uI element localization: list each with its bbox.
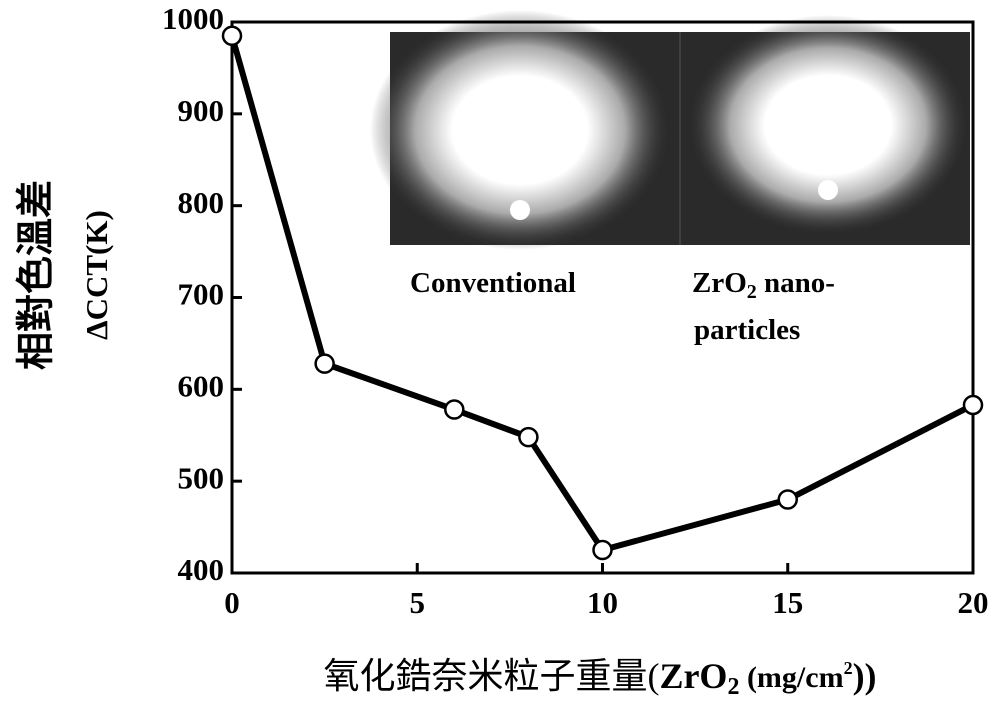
inset-label-part: ZrO — [692, 267, 747, 299]
inset-label-part: 2 — [747, 281, 757, 303]
inset-label-part: Conventional — [410, 267, 576, 299]
y-tick-label: 900 — [178, 93, 225, 128]
inset-label: particles — [694, 314, 800, 346]
data-point — [223, 27, 241, 45]
y-tick-label: 700 — [178, 277, 225, 312]
data-point — [594, 541, 612, 559]
x-label-part: 氧化鋯奈米粒子重量( — [323, 656, 659, 696]
data-point — [445, 401, 463, 419]
data-point — [519, 428, 537, 446]
data-point — [316, 355, 334, 373]
inset-label-part: particles — [694, 314, 800, 346]
x-label-part: 2 — [727, 674, 739, 700]
y-axis-label-cn: 相對色溫差 — [16, 180, 58, 370]
inset-photo — [370, 10, 970, 250]
inset-label: ZrO2 nano- — [692, 267, 835, 303]
y-tick-label: 600 — [178, 368, 225, 403]
y-tick-label: 500 — [178, 460, 225, 495]
inset-label: Conventional — [410, 267, 576, 299]
chart: 相對色溫差 ΔCCT(K) 氧化鋯奈米粒子重量(ZrO2 (mg/cm2)) C… — [0, 0, 995, 708]
x-label-part: )) — [853, 656, 877, 696]
data-point — [964, 396, 982, 414]
inset-label-part: nano- — [757, 267, 835, 299]
x-tick-label: 20 — [958, 585, 989, 620]
data-point — [779, 491, 797, 509]
x-tick-label: 10 — [587, 585, 618, 620]
y-axis-label: ΔCCT(K) — [79, 210, 114, 340]
y-tick-label: 800 — [178, 185, 225, 220]
x-label-part: (mg/cm — [739, 661, 843, 694]
y-tick-label: 400 — [178, 552, 225, 587]
x-tick-label: 5 — [410, 585, 426, 620]
y-tick-label: 1000 — [162, 1, 224, 36]
x-label-part: 2 — [844, 658, 853, 678]
x-axis-label: 氧化鋯奈米粒子重量(ZrO2 (mg/cm2)) — [323, 656, 876, 699]
x-tick-label: 15 — [772, 585, 803, 620]
x-tick-label: 0 — [224, 585, 240, 620]
x-label-part: ZrO — [659, 656, 727, 696]
